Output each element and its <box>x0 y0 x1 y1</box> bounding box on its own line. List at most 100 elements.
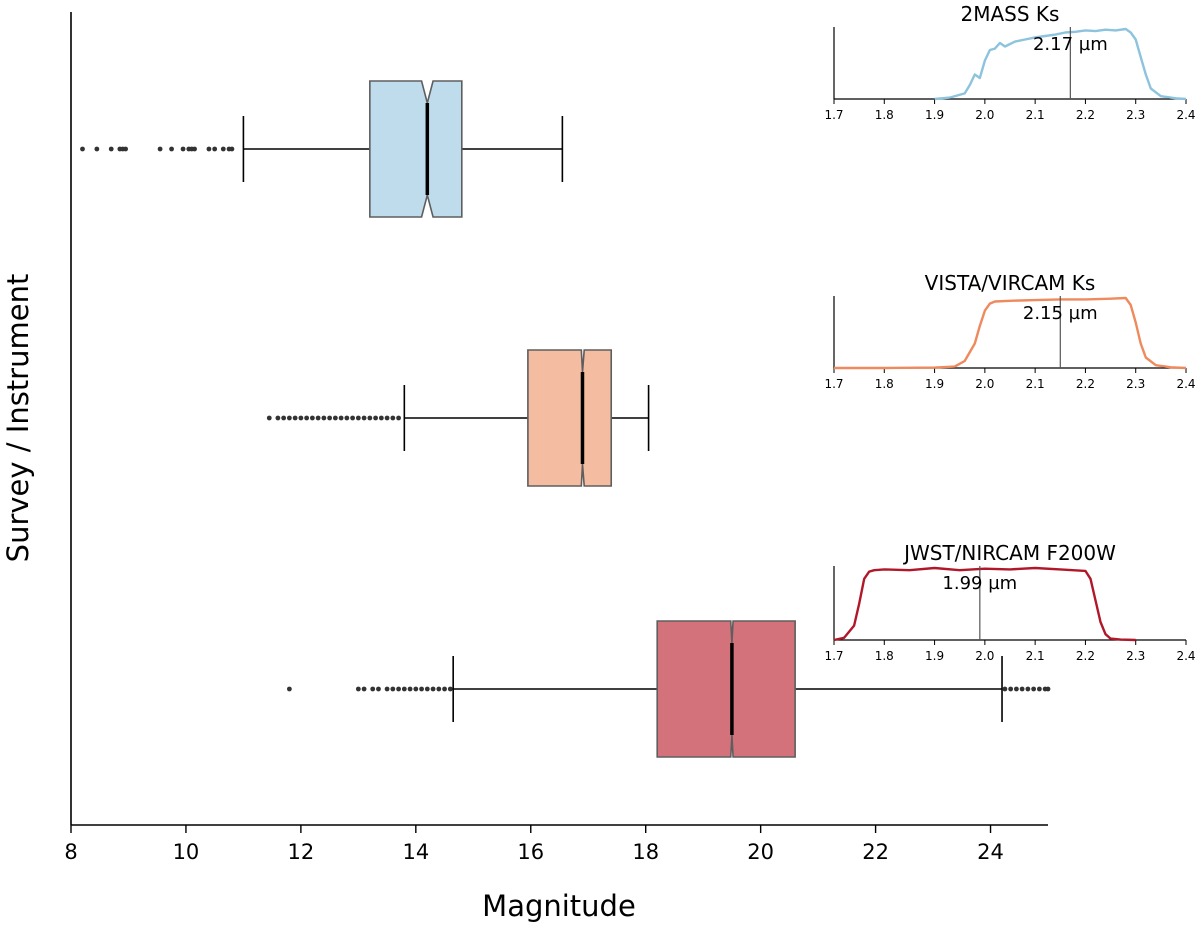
outlier-point <box>286 686 292 692</box>
inset-title: VISTA/VIRCAM Ks <box>925 271 1096 295</box>
outlier-point <box>376 686 381 692</box>
inset-tick-label: 2.3 <box>1126 649 1145 663</box>
inset-tick-label: 2.4 <box>1176 108 1195 122</box>
outlier-point <box>169 146 174 152</box>
outlier-point <box>367 415 373 421</box>
x-axis-label: Magnitude <box>482 889 636 923</box>
inset-tick-label: 1.8 <box>875 108 894 122</box>
outlier-point <box>442 686 447 692</box>
outlier-point <box>355 415 361 421</box>
x-tick-label: 20 <box>747 840 774 864</box>
outlier-point <box>401 686 407 692</box>
outlier-point <box>94 146 100 152</box>
box-series <box>80 80 564 218</box>
x-tick-label: 18 <box>632 840 659 864</box>
outlier-point <box>80 146 85 152</box>
box-series <box>266 349 650 487</box>
x-tick-label: 10 <box>173 840 200 864</box>
outlier-point <box>361 415 367 421</box>
box-body <box>656 620 796 758</box>
inset-tick-label: 2.4 <box>1176 377 1195 391</box>
inset-tick-label: 2.3 <box>1126 377 1145 391</box>
outlier-point <box>384 686 390 692</box>
outlier-point <box>407 686 413 692</box>
outlier-point <box>370 686 376 692</box>
outlier-point <box>1045 686 1051 692</box>
outlier-point <box>1002 686 1008 692</box>
outlier-point <box>1036 686 1042 692</box>
outlier-point <box>338 415 344 421</box>
outlier-point <box>384 415 390 421</box>
inset-tick-label: 2.0 <box>975 377 994 391</box>
transmission-curve <box>834 296 1187 370</box>
x-tick-label: 12 <box>288 840 315 864</box>
inset-tick-label: 2.2 <box>1076 649 1095 663</box>
inset-tick-label: 2.1 <box>1026 108 1045 122</box>
inset-tick-label: 2.1 <box>1026 649 1045 663</box>
inset-tick-label: 1.7 <box>824 108 843 122</box>
outlier-point <box>396 686 401 692</box>
inset-tick-label: 1.9 <box>925 108 944 122</box>
outlier-point <box>344 415 350 421</box>
filter-inset: 1.7 1.8 1.9 2.0 2.1 2.2 2.3 2.4 VISTA/VIRCAM Ks 2… <box>824 271 1195 391</box>
x-tick-label: 16 <box>517 840 544 864</box>
outlier-point <box>355 686 361 692</box>
inset-tick-label: 1.8 <box>875 377 894 391</box>
x-tick-label: 8 <box>64 840 77 864</box>
inset-tick-label: 2.0 <box>975 649 994 663</box>
inset-tick-label: 1.7 <box>824 377 843 391</box>
inset-tick-label: 1.9 <box>925 377 944 391</box>
outlier-point <box>192 146 197 152</box>
outlier-point <box>447 686 453 692</box>
inset-tick-label: 2.1 <box>1026 377 1045 391</box>
outlier-point <box>304 415 310 421</box>
outlier-point <box>390 415 396 421</box>
filter-inset: 1.7 1.8 1.9 2.0 2.1 2.2 2.3 2.4 JWST/NIRCAM F200… <box>824 541 1195 663</box>
transmission-curve <box>934 27 1187 101</box>
central-wavelength-label: 1.99 µm <box>942 573 1017 594</box>
outlier-point <box>212 146 218 152</box>
outlier-point <box>281 415 287 421</box>
filter-inset: 1.7 1.8 1.9 2.0 2.1 2.2 2.3 2.4 2MASS Ks 2.17 µm <box>824 2 1195 122</box>
x-tick-label: 14 <box>402 840 429 864</box>
inset-tick-label: 2.3 <box>1126 108 1145 122</box>
outlier-point <box>220 146 226 152</box>
inset-tick-label: 2.2 <box>1076 108 1095 122</box>
outlier-point <box>298 415 304 421</box>
box-body <box>527 349 613 487</box>
central-wavelength-label: 2.15 µm <box>1023 303 1098 324</box>
outlier-point <box>419 686 424 692</box>
main-axes: 8 10 12 14 16 18 20 22 24 <box>64 12 1051 864</box>
inset-tick-label: 2.4 <box>1176 649 1195 663</box>
outlier-point <box>1025 686 1031 692</box>
inset-tick-label: 1.7 <box>824 649 843 663</box>
inset-tick-label: 2.2 <box>1076 377 1095 391</box>
transmission-curve <box>833 566 1136 642</box>
inset-tick-label: 1.8 <box>875 649 894 663</box>
x-tick-label: 24 <box>977 840 1004 864</box>
outlier-point <box>1008 686 1014 692</box>
outlier-point <box>286 415 292 421</box>
inset-title: JWST/NIRCAM F200W <box>902 541 1116 565</box>
outlier-point <box>373 415 378 421</box>
x-tick-label: 22 <box>862 840 889 864</box>
outlier-point <box>424 686 430 692</box>
central-wavelength-label: 2.17 µm <box>1033 34 1108 55</box>
outlier-point <box>266 415 272 421</box>
outlier-point <box>390 686 396 692</box>
outlier-point <box>350 415 356 421</box>
inset-tick-label: 1.9 <box>925 649 944 663</box>
box-body <box>369 80 463 218</box>
outlier-point <box>321 415 327 421</box>
outlier-point <box>315 415 321 421</box>
outlier-point <box>361 686 367 692</box>
outlier-point <box>396 415 401 421</box>
outlier-point <box>206 146 212 152</box>
outlier-point <box>292 415 298 421</box>
outlier-point <box>413 686 419 692</box>
outlier-point <box>436 686 442 692</box>
y-axis-label: Survey / Instrument <box>1 274 35 563</box>
outlier-point <box>275 415 281 421</box>
